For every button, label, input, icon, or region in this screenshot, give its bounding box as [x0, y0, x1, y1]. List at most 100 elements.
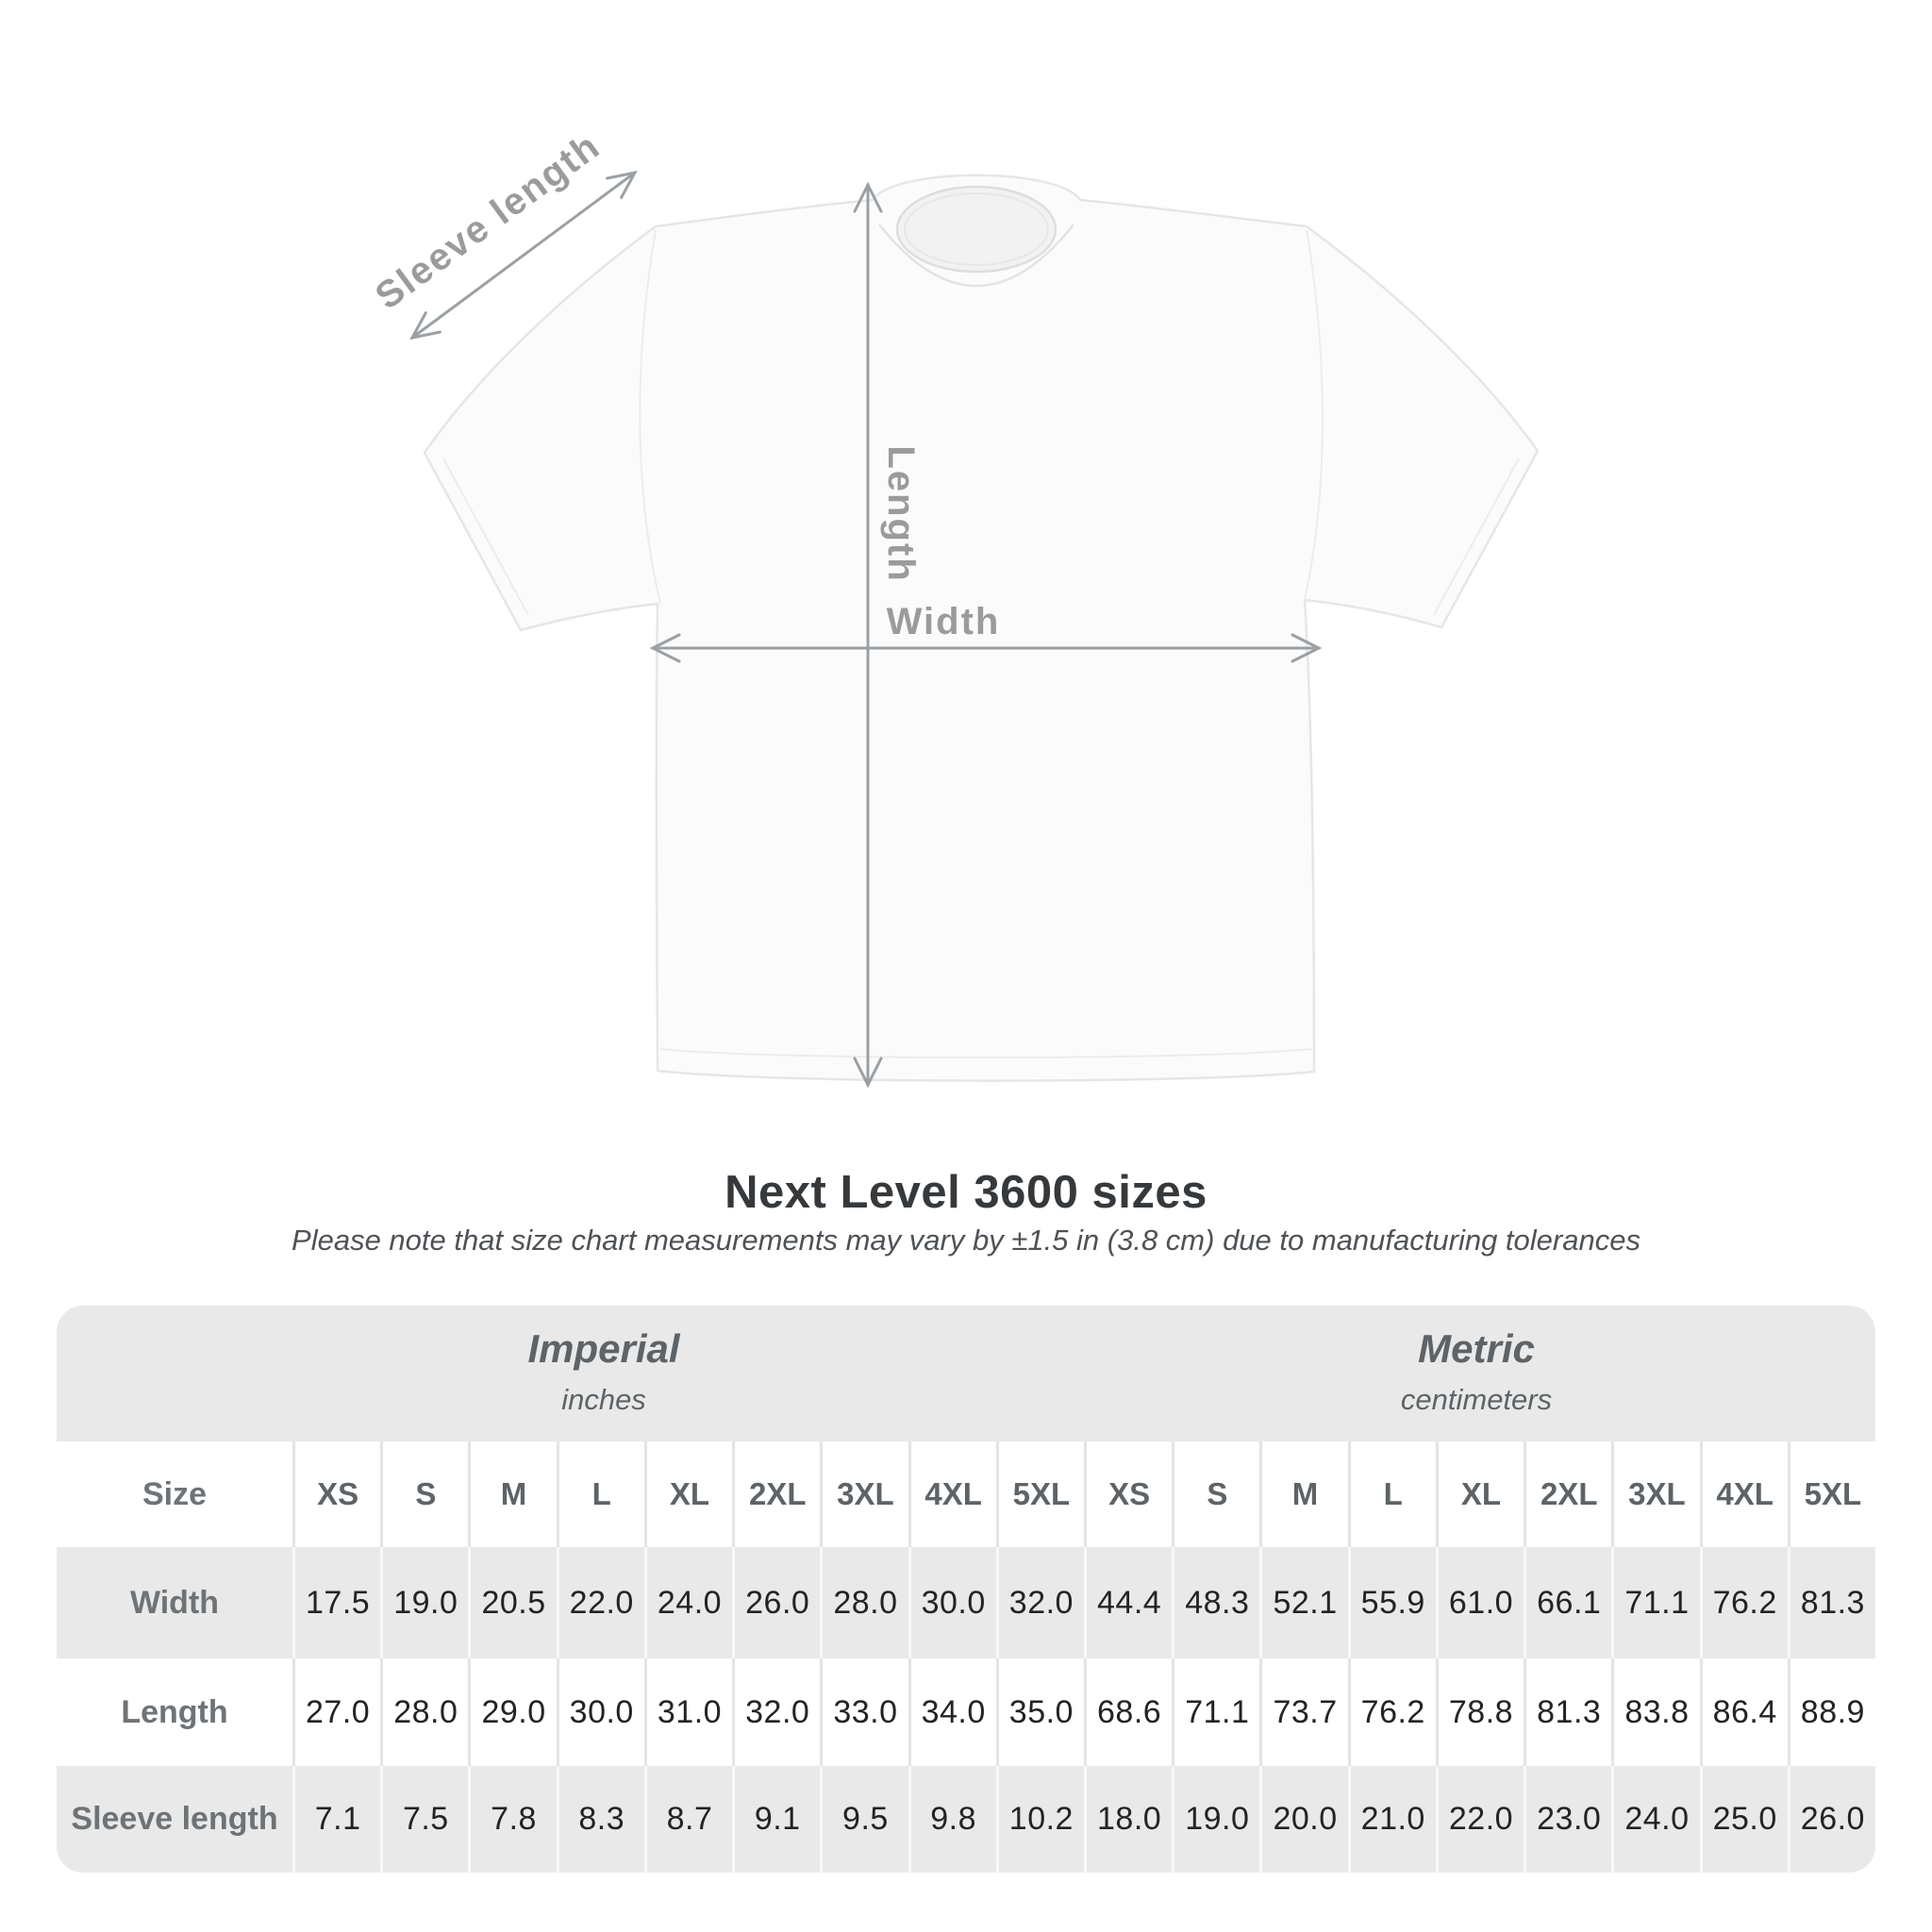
metric-value-cell: 73.7 — [1259, 1658, 1347, 1766]
metric-value-cell: 48.3 — [1172, 1547, 1259, 1658]
imperial-value-cell: 30.0 — [556, 1658, 644, 1766]
size-column-header: 5XL — [1787, 1441, 1875, 1547]
metric-value-cell: 55.9 — [1347, 1547, 1436, 1658]
size-column-header: 3XL — [820, 1441, 908, 1547]
imperial-value-cell: 19.0 — [380, 1547, 468, 1658]
size-column-header: S — [1172, 1441, 1259, 1547]
metric-value-cell: 26.0 — [1787, 1766, 1875, 1873]
row-label: Width — [129, 1584, 220, 1621]
metric-value-cell: 61.0 — [1435, 1547, 1524, 1658]
size-column-header: 4XL — [1699, 1441, 1788, 1547]
metric-value-cell: 81.3 — [1524, 1658, 1611, 1766]
metric-value-cell: 19.0 — [1172, 1766, 1259, 1873]
imperial-value-cell: 7.5 — [380, 1766, 468, 1873]
imperial-value-cell: 8.7 — [643, 1766, 732, 1873]
width-label: Width — [887, 601, 1001, 642]
sleeve-length-label: Sleeve length — [368, 125, 608, 317]
row-label: Length — [121, 1693, 228, 1730]
size-column-header: L — [1347, 1441, 1436, 1547]
imperial-value-cell: 31.0 — [643, 1658, 732, 1766]
imperial-value-cell: 35.0 — [995, 1658, 1084, 1766]
imperial-value-cell: 32.0 — [732, 1658, 820, 1766]
metric-value-cell: 71.1 — [1172, 1658, 1259, 1766]
metric-value-cell: 88.9 — [1787, 1658, 1875, 1766]
metric-value-cell: 76.2 — [1699, 1547, 1788, 1658]
size-table: Imperial inches Metric centimeters Size X… — [57, 1306, 1875, 1873]
metric-value-cell: 24.0 — [1611, 1766, 1699, 1873]
imperial-value-cell: 28.0 — [820, 1547, 908, 1658]
hem-stitch — [659, 1048, 1312, 1058]
imperial-value-cell: 27.0 — [292, 1658, 380, 1766]
measurement-row-length: Length 27.0 28.0 29.0 30.0 31.0 32.0 33.0 34.0 35… — [57, 1658, 1875, 1766]
size-column-header: XL — [643, 1441, 732, 1547]
metric-value-cell: 76.2 — [1347, 1658, 1436, 1766]
metric-value-cell: 25.0 — [1699, 1766, 1788, 1873]
metric-heading: Metric — [1418, 1326, 1535, 1371]
tshirt-body — [423, 174, 1540, 1082]
metric-value-cell: 81.3 — [1787, 1547, 1875, 1658]
imperial-value-cell: 34.0 — [908, 1658, 996, 1766]
size-header-label: Size — [142, 1475, 208, 1512]
page-title: Next Level 3600 sizes — [724, 1167, 1208, 1218]
imperial-value-cell: 28.0 — [380, 1658, 468, 1766]
imperial-value-cell: 10.2 — [995, 1766, 1084, 1873]
unit-header-band: Imperial inches Metric centimeters — [57, 1306, 1875, 1441]
size-column-header: 3XL — [1611, 1441, 1699, 1547]
imperial-value-cell: 20.5 — [468, 1547, 556, 1658]
size-column-header: XS — [1083, 1441, 1172, 1547]
metric-value-cell: 68.6 — [1083, 1658, 1172, 1766]
right-cuff-stitch — [1433, 458, 1520, 616]
imperial-value-cell: 9.8 — [908, 1766, 996, 1873]
metric-value-cell: 18.0 — [1083, 1766, 1172, 1873]
size-column-header: 2XL — [732, 1441, 820, 1547]
collar-stitch — [904, 192, 1049, 266]
metric-value-cell: 52.1 — [1259, 1547, 1347, 1658]
measurement-row-width: Width 17.5 19.0 20.5 22.0 24.0 26.0 28.0 30.0 32.… — [57, 1547, 1875, 1658]
tshirt-diagram: Sleeve length Length Width — [368, 125, 1540, 1089]
metric-value-cell: 83.8 — [1611, 1658, 1699, 1766]
size-column-header: L — [556, 1441, 644, 1547]
metric-value-cell: 44.4 — [1083, 1547, 1172, 1658]
imperial-value-cell: 7.8 — [468, 1766, 556, 1873]
length-label: Length — [880, 445, 922, 582]
imperial-value-cell: 24.0 — [643, 1547, 732, 1658]
right-armhole-seam — [1304, 229, 1324, 601]
imperial-value-cell: 8.3 — [556, 1766, 644, 1873]
neck-opening — [895, 185, 1058, 274]
metric-value-cell: 22.0 — [1435, 1766, 1524, 1873]
width-arrow — [649, 633, 1323, 663]
imperial-value-cell: 26.0 — [732, 1547, 820, 1658]
metric-unit-label: centimeters — [1400, 1383, 1553, 1416]
imperial-value-cell: 17.5 — [292, 1547, 380, 1658]
imperial-value-cell: 22.0 — [556, 1547, 644, 1658]
measurement-arrows — [409, 170, 1323, 1089]
left-cuff-stitch — [442, 458, 529, 616]
sleeve-length-arrow — [409, 170, 638, 341]
metric-value-cell: 20.0 — [1259, 1766, 1347, 1873]
metric-value-cell: 86.4 — [1699, 1658, 1788, 1766]
size-column-header: 4XL — [908, 1441, 996, 1547]
imperial-unit-label: inches — [561, 1383, 646, 1416]
imperial-heading: Imperial — [527, 1326, 680, 1371]
size-tolerance-note: Please note that size chart measurements… — [291, 1224, 1641, 1257]
unit-group-metric: Metric centimeters — [1401, 1326, 1552, 1417]
size-column-header: M — [1259, 1441, 1347, 1547]
tshirt-illustration — [423, 174, 1540, 1082]
size-column-header: XL — [1435, 1441, 1524, 1547]
imperial-value-cell: 30.0 — [908, 1547, 996, 1658]
imperial-value-cell: 33.0 — [820, 1658, 908, 1766]
imperial-value-cell: 29.0 — [468, 1658, 556, 1766]
size-column-header: 2XL — [1524, 1441, 1611, 1547]
imperial-value-cell: 9.1 — [732, 1766, 820, 1873]
metric-value-cell: 66.1 — [1524, 1547, 1611, 1658]
metric-value-cell: 23.0 — [1524, 1766, 1611, 1873]
measurement-row-sleeve-length: Sleeve length 7.1 7.5 7.8 8.3 8.7 9.1 9.5 9.8 10.… — [57, 1766, 1875, 1873]
unit-group-imperial: Imperial inches — [527, 1326, 679, 1417]
size-column-header: M — [468, 1441, 556, 1547]
size-column-header: S — [380, 1441, 468, 1547]
row-label: Sleeve length — [71, 1801, 278, 1837]
length-arrow — [853, 181, 883, 1089]
metric-value-cell: 21.0 — [1347, 1766, 1436, 1873]
size-header-row: Size XS S M L XL 2XL 3XL 4XL 5XL XS S M L XL 2XL 3XL 4XL 5… — [57, 1441, 1875, 1547]
